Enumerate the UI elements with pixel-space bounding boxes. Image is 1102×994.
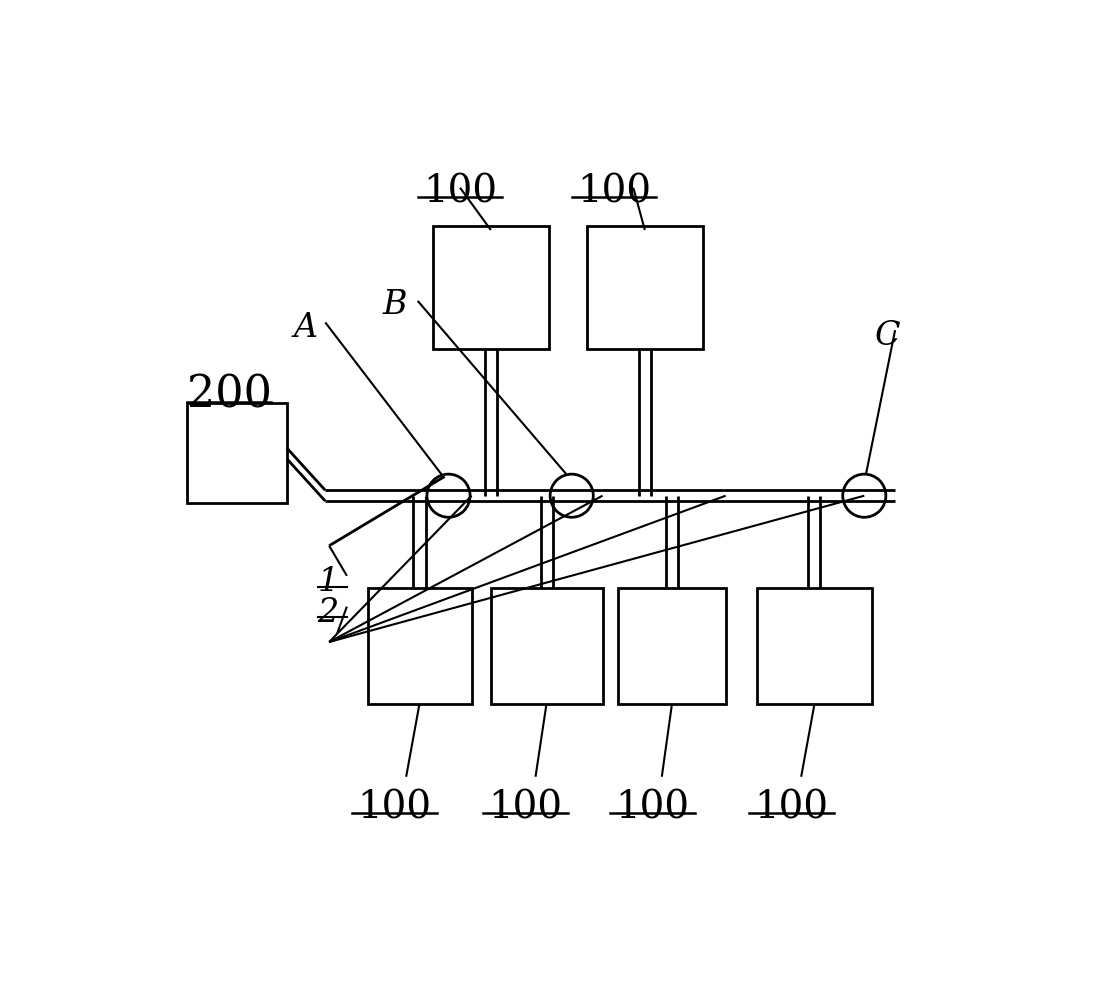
Text: 100: 100 (577, 173, 651, 210)
Circle shape (843, 475, 886, 518)
Bar (618, 588, 726, 704)
Bar (587, 227, 703, 350)
Bar (368, 588, 472, 704)
Text: C: C (875, 319, 900, 351)
Text: 1: 1 (317, 566, 338, 597)
Text: 100: 100 (423, 173, 497, 210)
Text: 2: 2 (317, 596, 338, 628)
Bar (490, 588, 603, 704)
Circle shape (550, 475, 593, 518)
Text: A: A (294, 311, 318, 344)
Text: 100: 100 (754, 788, 829, 825)
Text: 100: 100 (357, 788, 432, 825)
Circle shape (426, 475, 471, 518)
Text: 100: 100 (616, 788, 690, 825)
Bar (433, 227, 549, 350)
Bar (186, 404, 287, 504)
Bar (756, 588, 872, 704)
Text: B: B (382, 288, 407, 320)
Text: 100: 100 (488, 788, 562, 825)
Text: 200: 200 (186, 373, 272, 416)
